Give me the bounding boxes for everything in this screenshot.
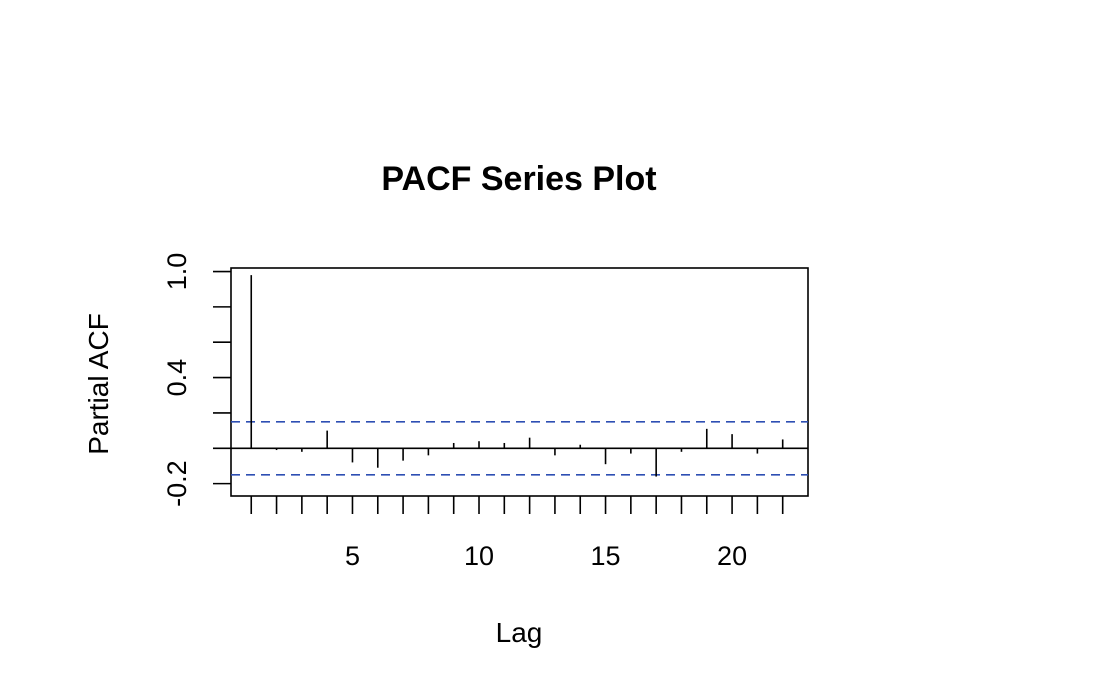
x-tick-label: 20 [717,541,747,571]
y-tick-label: -0.2 [162,460,192,507]
y-tick-label: 1.0 [162,253,192,291]
x-tick-label: 5 [345,541,360,571]
y-axis: -0.2 0.4 1.0 [162,253,231,507]
plot-frame [230,267,809,497]
x-axis: 5 10 15 20 [250,496,784,571]
plot-area [230,267,809,497]
y-axis-label: Partial ACF [83,313,114,455]
x-axis-label: Lag [496,617,543,648]
chart-title: PACF Series Plot [381,160,656,198]
x-tick-label: 15 [591,541,621,571]
y-tick-label: 0.4 [162,359,192,397]
x-tick-label: 10 [464,541,494,571]
